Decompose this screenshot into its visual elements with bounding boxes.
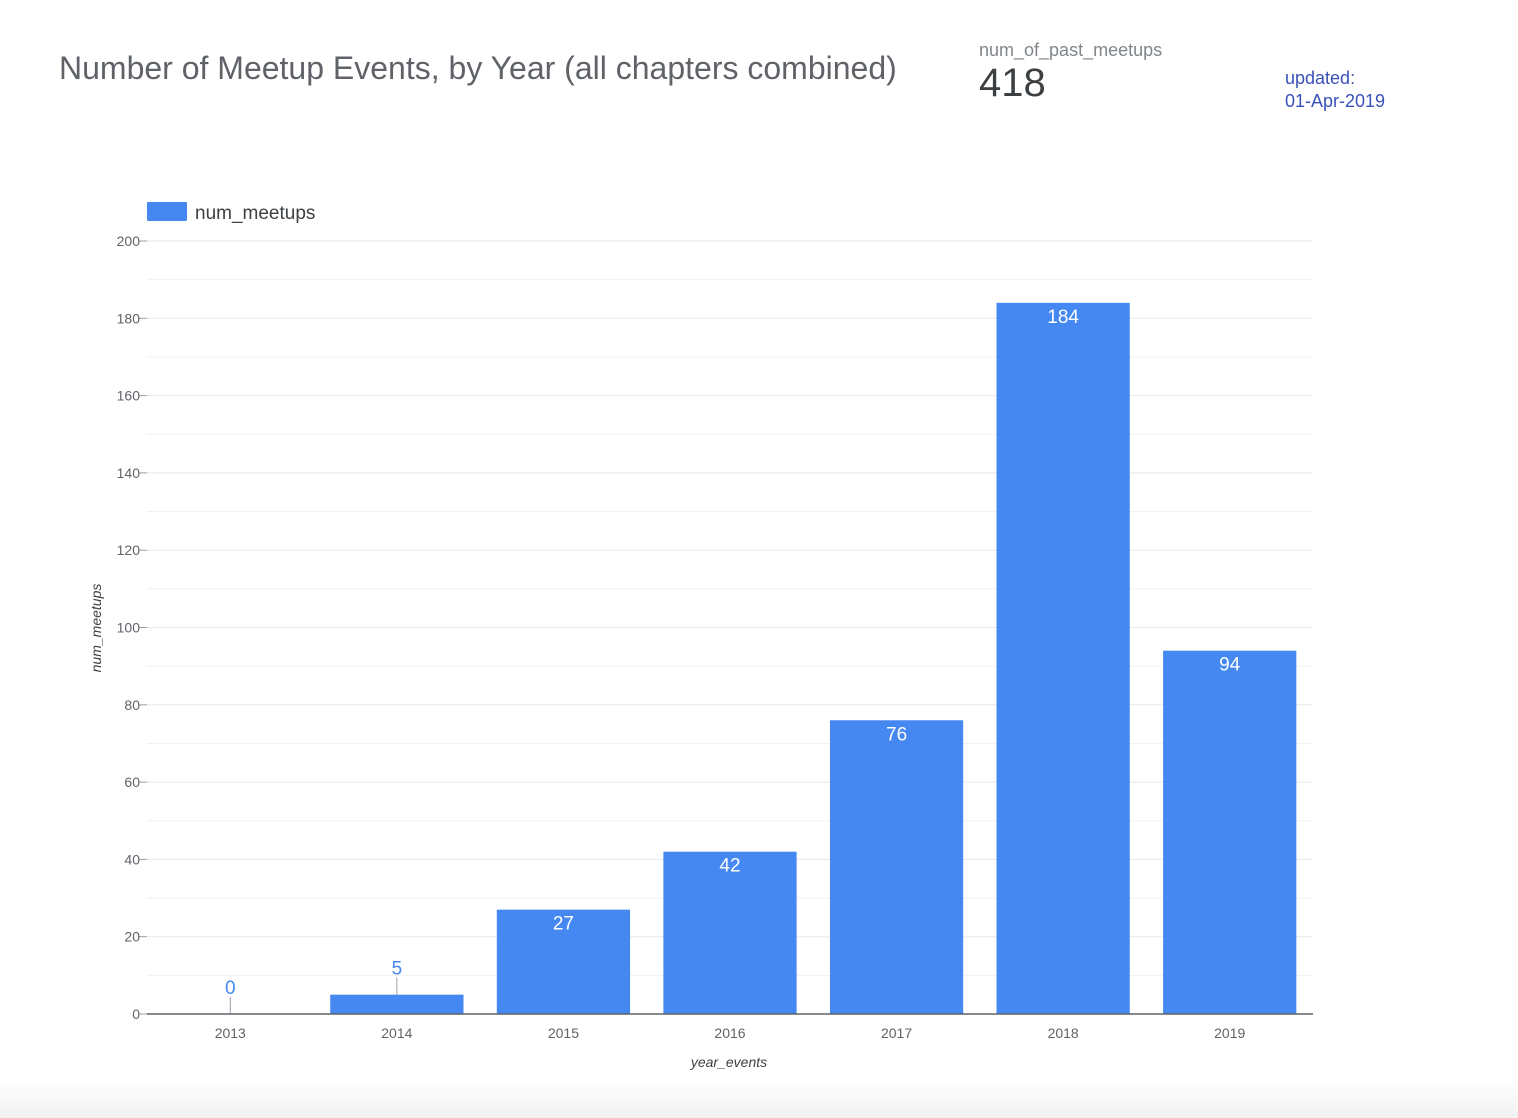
data-label-2019: 94 (1219, 655, 1241, 676)
bar-2018 (996, 302, 1130, 1015)
y-tick-label: 80 (124, 697, 140, 713)
y-axis-title: num_meetups (88, 584, 104, 673)
legend-label: num_meetups (195, 203, 315, 224)
x-tick-label-2015: 2015 (548, 1025, 579, 1041)
x-tick-label-2019: 2019 (1214, 1025, 1245, 1041)
x-tick-label-2016: 2016 (714, 1025, 745, 1041)
updated-date: 01-Apr-2019 (1285, 91, 1386, 111)
footer-band (0, 1078, 1518, 1118)
data-label-2017: 76 (886, 724, 907, 745)
bar-2017 (829, 720, 964, 1014)
x-tick-label-2018: 2018 (1048, 1025, 1079, 1041)
legend-swatch (147, 202, 187, 221)
y-tick-label: 20 (124, 929, 140, 945)
data-label-2016: 42 (719, 856, 740, 877)
x-axis-ticks: 2013 2014 2015 2016 2017 2018 2019 (215, 1025, 1246, 1041)
y-tick-label: 60 (124, 774, 140, 790)
y-tick-label: 200 (117, 233, 141, 249)
updated-note: updated: 01-Apr-2019 (1285, 67, 1385, 113)
x-axis-title: year_events (690, 1054, 767, 1070)
scorecard-value: 418 (979, 61, 1046, 105)
y-tick-label: 0 (132, 1006, 140, 1022)
x-tick-label-2013: 2013 (215, 1025, 246, 1041)
x-tick-label-2014: 2014 (381, 1025, 412, 1041)
y-axis-ticks: 0 20 40 60 80 100 120 140 160 180 200 (117, 233, 147, 1022)
y-tick-label: 160 (117, 388, 141, 404)
y-tick-label: 140 (117, 465, 141, 481)
bar-2014 (330, 994, 464, 1014)
bars: 0 5 27 42 76 184 94 (225, 302, 1297, 1015)
scorecard-label: num_of_past_meetups (979, 40, 1163, 60)
bar-2016 (663, 851, 797, 1014)
data-label-2018: 184 (1047, 307, 1079, 328)
scorecard: num_of_past_meetups 418 (979, 38, 1162, 106)
legend: num_meetups (147, 202, 315, 224)
page-title: Number of Meetup Events, by Year (all ch… (59, 50, 897, 86)
bar-2019 (1163, 650, 1297, 1014)
y-tick-label: 120 (117, 542, 141, 558)
data-label-2013: 0 (225, 978, 236, 999)
y-tick-label: 40 (124, 851, 140, 867)
data-label-2014: 5 (392, 959, 403, 980)
bar-2015 (496, 909, 631, 1014)
updated-label: updated: (1285, 68, 1356, 88)
x-tick-label-2017: 2017 (881, 1025, 912, 1041)
y-tick-label: 180 (117, 310, 141, 326)
y-tick-label: 100 (117, 620, 141, 636)
data-label-2015: 27 (553, 914, 574, 935)
